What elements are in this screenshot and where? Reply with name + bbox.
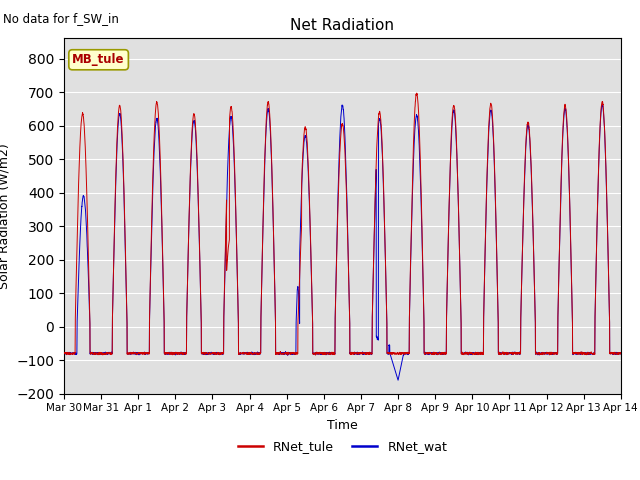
RNet_wat	[394, 377, 402, 383]
Title: Net Radiation: Net Radiation	[291, 18, 394, 33]
RNet_wat	[467, 351, 475, 357]
RNet_tule	[436, 350, 444, 356]
X-axis label: Time: Time	[327, 419, 358, 432]
RNet_wat	[616, 351, 624, 357]
RNet_wat	[322, 350, 330, 356]
RNet_wat	[160, 314, 168, 320]
Line: RNet_tule: RNet_tule	[64, 93, 621, 355]
RNet_tule	[617, 350, 625, 356]
Y-axis label: Solar Radiation (W/m2): Solar Radiation (W/m2)	[0, 143, 11, 289]
RNet_tule	[499, 350, 507, 356]
RNet_tule	[312, 352, 319, 358]
RNet_tule	[467, 350, 475, 356]
RNet_wat	[598, 102, 606, 108]
RNet_tule	[160, 313, 168, 319]
RNet_tule	[616, 350, 624, 356]
RNet_tule	[60, 349, 68, 355]
Text: MB_tule: MB_tule	[72, 53, 125, 66]
RNet_wat	[60, 350, 68, 356]
RNet_wat	[436, 350, 444, 356]
Legend: RNet_tule, RNet_wat: RNet_tule, RNet_wat	[232, 435, 452, 458]
RNet_tule	[413, 90, 420, 96]
RNet_tule	[322, 350, 330, 356]
Text: No data for f_SW_in: No data for f_SW_in	[3, 12, 119, 25]
Line: RNet_wat: RNet_wat	[64, 105, 621, 380]
RNet_wat	[499, 351, 507, 357]
RNet_wat	[617, 350, 625, 356]
